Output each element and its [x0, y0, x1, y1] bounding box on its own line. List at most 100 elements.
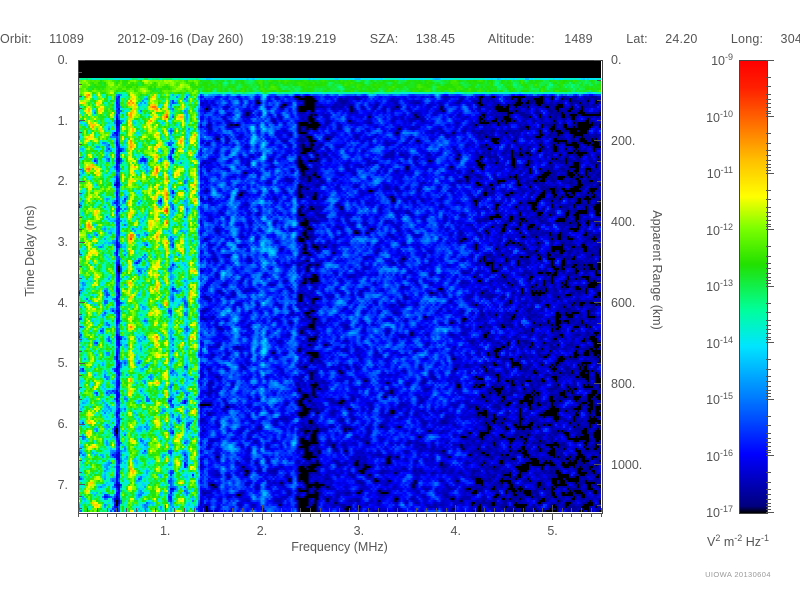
colorbar-tick-minor — [766, 276, 771, 278]
x-tick-outer — [125, 513, 127, 517]
y2-tick-minor — [597, 282, 601, 284]
y-tick-minor — [78, 484, 85, 486]
colorbar-tick-minor — [766, 268, 771, 270]
colorbar-tick-minor — [766, 206, 771, 208]
y-tick-minor — [78, 362, 85, 364]
y2-tick-minor — [597, 99, 601, 101]
x-tick-minor — [222, 508, 224, 512]
y2-tick-minor — [597, 322, 601, 324]
x-tick-minor — [329, 508, 331, 512]
x-tick-outer — [329, 513, 331, 517]
x-tick-minor — [271, 508, 273, 512]
y-tick-minor — [78, 350, 82, 352]
x-tick-minor — [590, 508, 592, 512]
x-tick-outer — [368, 513, 370, 517]
y2-tick-minor — [597, 362, 601, 364]
x-tick-minor — [561, 508, 563, 512]
colorbar-tick-minor — [766, 98, 771, 100]
y2-tick-label: 200. — [611, 133, 636, 148]
y-tick-minor — [78, 508, 82, 510]
x-tick-outer — [426, 513, 428, 517]
x-tick-minor — [474, 508, 476, 512]
y-tick-minor — [78, 459, 82, 461]
x-tick-minor — [261, 505, 263, 512]
x-tick-minor — [96, 508, 98, 512]
y-tick-label: 7. — [57, 477, 68, 492]
y-tick-minor — [78, 387, 82, 389]
y-tick-minor — [78, 411, 82, 413]
colorbar-tick-minor — [766, 93, 771, 95]
x-tick-outer — [232, 513, 234, 517]
y2-tick-minor — [597, 180, 601, 182]
y-tick-minor — [78, 95, 82, 97]
x-tick-outer — [300, 513, 302, 517]
x-tick-outer — [96, 513, 98, 517]
y-tick-minor — [78, 447, 82, 449]
colorbar-tick-minor — [766, 103, 771, 105]
x-tick-outer — [164, 513, 166, 520]
y2-tick-minor — [594, 464, 601, 466]
lat-label: Lat: — [626, 32, 648, 46]
y-tick-label: 4. — [57, 295, 68, 310]
y-tick-minor — [78, 156, 82, 158]
x-tick-minor — [523, 508, 525, 512]
y2-tick-minor — [594, 302, 601, 304]
x-tick-minor — [290, 508, 292, 512]
colorbar-tick-minor — [766, 163, 771, 165]
x-tick-outer — [242, 513, 244, 517]
x-tick-label: 4. — [450, 524, 461, 538]
x-tick-minor — [232, 508, 234, 512]
colorbar-tick-minor — [766, 155, 771, 157]
x-tick-outer — [135, 513, 137, 517]
x-tick-outer — [319, 513, 321, 517]
colorbar-tick-minor — [766, 211, 771, 213]
colorbar-tick-minor — [766, 381, 771, 383]
colorbar-tick-minor — [766, 452, 771, 454]
y2-tick-minor — [597, 201, 601, 203]
x-tick-minor — [309, 508, 311, 512]
x-tick-minor — [174, 508, 176, 512]
colorbar-tick-minor — [766, 329, 771, 331]
y-tick-minor — [78, 120, 85, 122]
colorbar-tick-minor — [766, 223, 771, 225]
x-tick-outer — [464, 513, 466, 517]
x-tick-minor — [339, 508, 340, 512]
x-tick-outer — [213, 513, 215, 517]
x-tick-minor — [116, 508, 118, 512]
x-tick-outer — [87, 513, 89, 517]
colorbar-tick-minor — [766, 216, 771, 218]
y-tick-minor — [78, 472, 82, 474]
x-tick-minor — [484, 508, 486, 512]
x-tick-minor — [300, 508, 302, 512]
ionogram-spectrogram — [78, 60, 601, 512]
x-tick-minor — [106, 508, 108, 512]
colorbar-tick-major — [766, 229, 774, 230]
x-tick-minor — [600, 508, 602, 512]
colorbar-tick-minor — [766, 333, 771, 335]
x-tick-outer — [154, 513, 156, 517]
colorbar-tick-label: 10-16 — [706, 447, 733, 464]
x-tick-outer — [503, 513, 505, 517]
x-tick-label: 3. — [353, 524, 365, 538]
x-tick-outer — [271, 513, 273, 517]
colorbar-tick-label: 10-10 — [706, 108, 733, 125]
y2-tick-minor — [594, 383, 601, 385]
colorbar-tick-label: 10-9 — [711, 51, 733, 69]
credit-text: UIOWA 20130604 — [705, 570, 771, 579]
colorbar-tick-minor — [766, 481, 771, 483]
x-tick-outer — [590, 513, 592, 517]
x-tick-outer — [406, 513, 408, 517]
colorbar-tick-minor — [766, 189, 771, 191]
x-tick-outer — [493, 513, 495, 517]
y-tick-minor — [78, 83, 82, 85]
y2-tick-minor — [597, 423, 601, 425]
colorbar-tick-minor — [766, 159, 771, 161]
x-tick-minor — [377, 508, 379, 512]
y-tick-minor — [78, 338, 82, 340]
colorbar-tick-minor — [766, 393, 771, 395]
x-tick-outer — [455, 513, 457, 520]
x-tick-label: 1. — [159, 524, 171, 538]
y-tick-minor — [78, 302, 85, 304]
x-tick-outer — [261, 513, 263, 520]
